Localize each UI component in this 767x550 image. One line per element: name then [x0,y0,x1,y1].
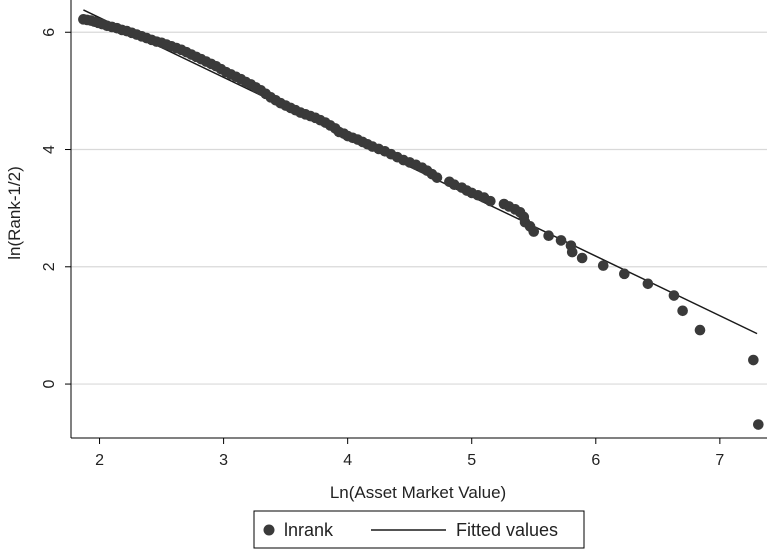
scatter-points [78,14,764,430]
x-tick-label-5: 5 [467,452,476,469]
x-tick-label-6: 6 [591,452,600,469]
x-axis-ticks: 2 3 4 5 6 7 [95,438,724,469]
lnrank-point-89 [555,235,567,246]
lnrank-point-92 [576,252,588,264]
legend-label-fitted-values: Fitted values [456,520,558,540]
lnrank-point-99 [748,354,759,366]
plot-frame [70,0,767,439]
x-axis-title: Ln(Asset Market Value) [330,483,506,502]
legend-marker-lnrank [263,524,275,536]
y-tick-label-6: 6 [41,28,58,37]
gridlines [71,31,767,385]
lnrank-point-94 [619,268,630,280]
lnrank-point-98 [694,324,706,336]
lnrank-point-87 [528,226,540,237]
lnrank-point-95 [642,278,654,290]
lnrank-point-100 [753,419,764,430]
legend: lnrank Fitted values [253,510,585,549]
y-tick-label-4: 4 [41,145,58,154]
y-tick-label-0: 0 [41,380,58,389]
lnrank-point-88 [543,230,554,242]
x-tick-label-7: 7 [715,452,724,469]
lnrank-point-96 [668,290,680,301]
lnrank-point-71 [431,172,443,183]
x-tick-label-2: 2 [95,452,104,469]
y-tick-label-2: 2 [41,262,58,271]
y-axis-title: ln(Rank-1/2) [5,166,24,260]
x-tick-label-4: 4 [343,452,352,469]
lnrank-point-79 [485,195,496,207]
x-tick-label-3: 3 [219,452,228,469]
lnrank-point-91 [566,246,578,258]
legend-label-lnrank: lnrank [284,520,334,540]
y-axis-ticks: 0 2 4 6 [41,28,71,389]
lnrank-point-93 [597,260,609,271]
lnrank-point-97 [677,305,688,317]
